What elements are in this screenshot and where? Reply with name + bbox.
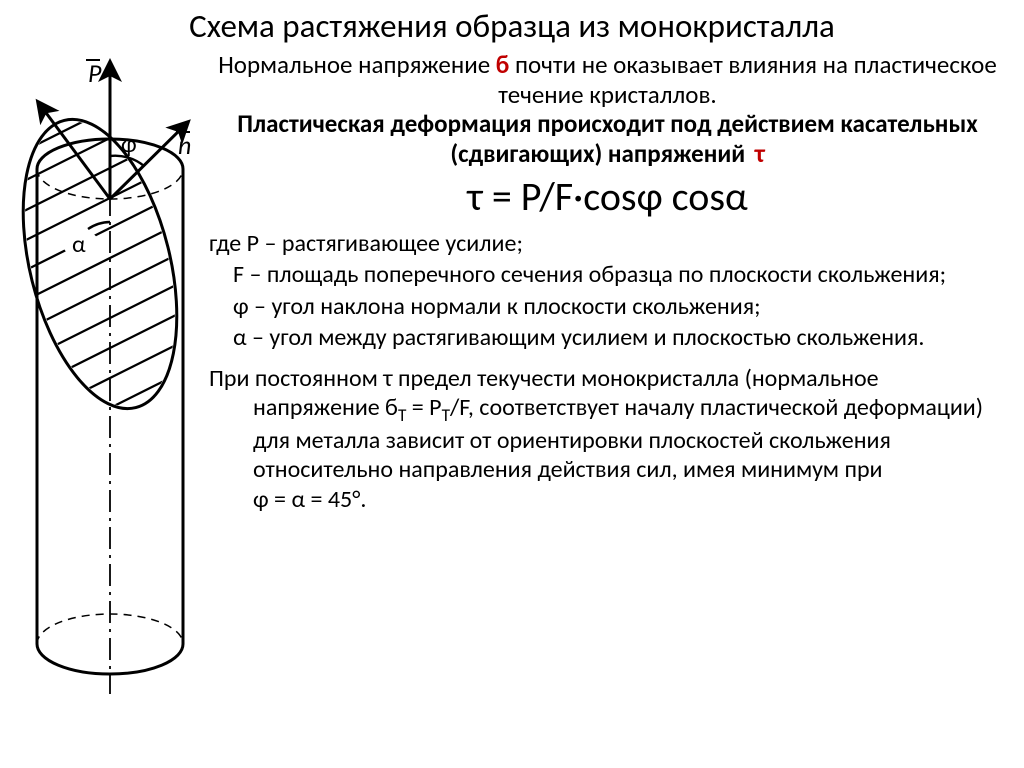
def-phi: φ – угол наклона нормали к плоскости ско… bbox=[209, 292, 1006, 321]
intro-part2: почти не оказывает влияния на пластическ… bbox=[498, 49, 997, 110]
p2-sub2: Т bbox=[442, 405, 450, 426]
intro-bold: Пластическая деформация происходит под д… bbox=[237, 108, 977, 169]
intro-sigma: ϭ bbox=[496, 49, 510, 80]
p2-d: φ = α = 45°. bbox=[253, 485, 366, 514]
label-alpha: α bbox=[72, 230, 86, 259]
formula: τ = P/F·cosφ cosα bbox=[209, 172, 1006, 221]
diagram: P n φ α bbox=[18, 50, 203, 694]
paragraph-2: При постоянном τ предел текучести монокр… bbox=[209, 364, 1006, 514]
def-alpha: α – угол между растягивающим усилием и п… bbox=[209, 323, 1006, 352]
def-P: где Р – растягивающее усилие; bbox=[209, 229, 1006, 258]
definitions: где Р – растягивающее усилие; F – площад… bbox=[209, 229, 1006, 352]
slide-title: Схема растяжения образца из монокристалл… bbox=[18, 6, 1006, 46]
text-column: Нормальное напряжение ϭ почти не оказыва… bbox=[203, 50, 1006, 694]
label-P: P bbox=[88, 57, 102, 89]
p2-b: = Р bbox=[406, 393, 441, 422]
label-phi: φ bbox=[121, 130, 137, 159]
intro-part1: Нормальное напряжение bbox=[218, 49, 496, 80]
intro-tau: τ bbox=[751, 139, 765, 169]
label-n: n bbox=[178, 129, 191, 161]
def-F: F – площадь поперечного сечения образца … bbox=[209, 260, 1006, 289]
intro-paragraph: Нормальное напряжение ϭ почти не оказыва… bbox=[209, 50, 1006, 168]
